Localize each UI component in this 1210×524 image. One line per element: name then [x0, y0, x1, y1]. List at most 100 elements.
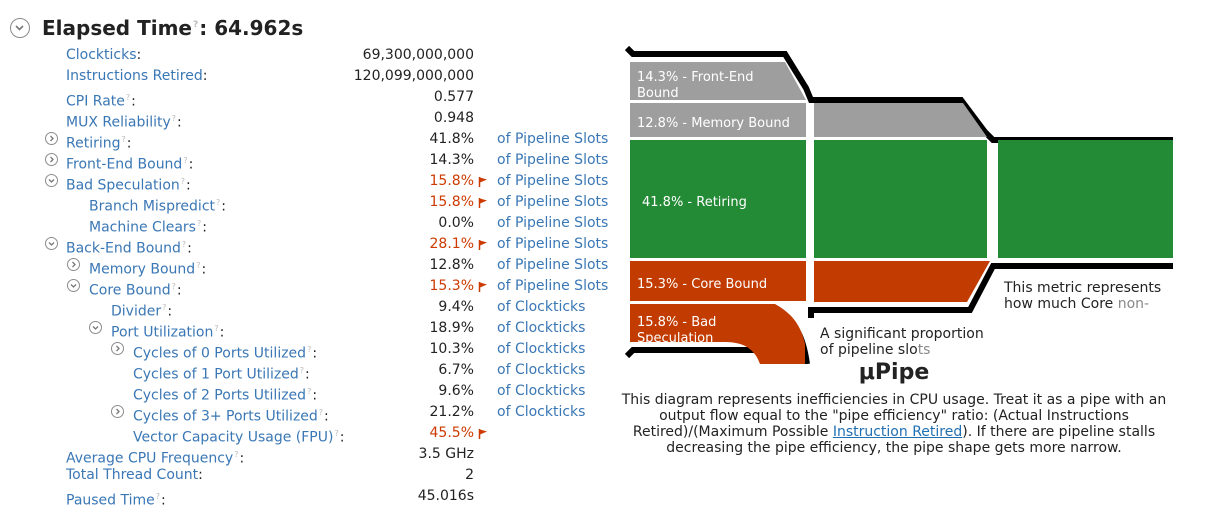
metric-unit: of Clockticks	[497, 383, 586, 399]
metric-label-text[interactable]: Cycles of 2 Ports Utilized	[133, 387, 307, 404]
metric-label-text[interactable]: Average CPU Frequency	[66, 450, 234, 467]
metric-label-text[interactable]: Divider	[111, 303, 162, 320]
metric-label-text[interactable]: Memory Bound	[89, 261, 196, 278]
metric-label[interactable]: Memory Bound?:	[89, 261, 207, 278]
help-icon[interactable]: ?	[334, 429, 339, 438]
metric-value: 15.8%	[429, 173, 474, 189]
help-icon[interactable]: ?	[214, 324, 219, 333]
metric-row: Cycles of 1 Port Utilized?: 6.7% of Clockt…	[0, 360, 620, 383]
metric-label-text[interactable]: Cycles of 1 Port Utilized	[133, 366, 299, 383]
metric-row: Instructions Retired: 120,099,000,000	[0, 66, 620, 87]
expand-icon[interactable]	[111, 405, 124, 418]
retiring-segment-2	[814, 140, 987, 258]
metric-label-text[interactable]: Paused Time	[66, 492, 155, 509]
elapsed-time-header: Elapsed Time?: 64.962s	[10, 14, 303, 42]
metric-value: 15.3%	[429, 278, 474, 294]
metric-label-text[interactable]: Vector Capacity Usage (FPU)	[133, 429, 334, 446]
metric-label[interactable]: Clockticks:	[66, 47, 142, 63]
help-icon[interactable]: ?	[171, 282, 176, 291]
help-icon[interactable]: ?	[180, 177, 186, 186]
expand-icon[interactable]	[67, 258, 80, 271]
help-icon[interactable]: ?	[162, 303, 167, 312]
help-icon[interactable]: ?	[155, 492, 161, 501]
collapse-icon[interactable]	[45, 174, 58, 187]
metric-label-text[interactable]: Cycles of 3+ Ports Utilized	[133, 408, 318, 425]
core-bound-tooltip: This metric represents how much Core non…	[1004, 280, 1162, 312]
help-icon[interactable]: ?	[318, 408, 324, 417]
metric-label[interactable]: MUX Reliability?:	[66, 114, 182, 131]
help-icon[interactable]: ?	[299, 366, 305, 375]
metric-label[interactable]: CPI Rate?:	[66, 93, 136, 110]
metric-value: 2	[465, 467, 474, 483]
metric-label-text[interactable]: Port Utilization	[111, 324, 214, 341]
help-icon[interactable]: ?	[183, 156, 188, 165]
metric-label[interactable]: Cycles of 3+ Ports Utilized?:	[133, 408, 329, 425]
metric-value: 18.9%	[429, 320, 474, 336]
metric-row: Clockticks: 69,300,000,000	[0, 45, 620, 66]
metric-label-text[interactable]: Retiring	[66, 135, 121, 152]
help-icon[interactable]: ?	[196, 219, 202, 228]
memory-bound-label: 12.8% - Memory Bound	[637, 116, 790, 131]
metric-row: Cycles of 3+ Ports Utilized?: 21.2% of Clo…	[0, 402, 620, 425]
metric-label[interactable]: Core Bound?:	[89, 282, 182, 299]
collapse-icon[interactable]	[10, 18, 30, 38]
help-icon[interactable]: ?	[171, 114, 177, 123]
help-icon[interactable]: ?	[125, 93, 131, 102]
help-icon[interactable]: ?	[121, 135, 126, 144]
metric-unit: of Pipeline Slots	[497, 173, 609, 189]
metric-unit: of Pipeline Slots	[497, 215, 609, 231]
metric-row: Total Thread Count: 2	[0, 465, 620, 486]
metric-label-text[interactable]: Core Bound	[89, 282, 171, 299]
metric-label-text[interactable]: Instructions Retired	[66, 68, 203, 84]
metric-label-text[interactable]: Branch Mispredict	[89, 198, 216, 215]
metric-row: Vector Capacity Usage (FPU)?: 45.5%	[0, 423, 620, 446]
metric-label-text[interactable]: Bad Speculation	[66, 177, 180, 194]
collapse-icon[interactable]	[67, 279, 80, 292]
metric-label-text[interactable]: Total Thread Count	[66, 467, 199, 483]
metric-label[interactable]: Cycles of 1 Port Utilized?:	[133, 366, 310, 383]
metric-label[interactable]: Machine Clears?:	[89, 219, 207, 236]
metric-label-text[interactable]: Back-End Bound	[66, 240, 181, 257]
metric-label-text[interactable]: MUX Reliability	[66, 114, 171, 131]
metric-value: 15.8%	[429, 194, 474, 210]
metric-label[interactable]: Branch Mispredict?:	[89, 198, 226, 215]
metric-label[interactable]: Instructions Retired:	[66, 68, 208, 84]
metric-label[interactable]: Bad Speculation?:	[66, 177, 191, 194]
metric-label-text[interactable]: Cycles of 0 Ports Utilized	[133, 345, 307, 362]
help-icon[interactable]: ?	[196, 261, 201, 270]
metric-label[interactable]: Total Thread Count:	[66, 467, 203, 483]
collapse-icon[interactable]	[89, 321, 102, 334]
metric-label[interactable]: Retiring?:	[66, 135, 132, 152]
metric-value: 45.016s	[417, 488, 474, 504]
pipe-outline-top	[625, 45, 1173, 143]
metric-label[interactable]: Paused Time?:	[66, 492, 166, 509]
metric-label[interactable]: Back-End Bound?:	[66, 240, 192, 257]
core-bound-segment	[630, 261, 806, 301]
help-icon[interactable]: ?	[181, 240, 187, 249]
help-icon[interactable]: ?	[234, 450, 239, 459]
metric-label-text[interactable]: CPI Rate	[66, 93, 125, 110]
metric-label-text[interactable]: Machine Clears	[89, 219, 196, 236]
instruction-retired-link[interactable]: Instruction Retired	[832, 424, 963, 440]
help-icon[interactable]: ?	[307, 345, 312, 354]
metric-label-text[interactable]: Clockticks	[66, 47, 137, 63]
help-icon[interactable]: ?	[192, 20, 199, 31]
warning-flag-icon	[478, 197, 488, 209]
metric-label[interactable]: Cycles of 2 Ports Utilized?:	[133, 387, 318, 404]
expand-icon[interactable]	[45, 132, 58, 145]
metric-label[interactable]: Port Utilization?:	[111, 324, 225, 341]
metric-label[interactable]: Cycles of 0 Ports Utilized?:	[133, 345, 318, 362]
metric-label[interactable]: Front-End Bound?:	[66, 156, 194, 173]
warning-flag-icon	[478, 239, 488, 251]
help-icon[interactable]: ?	[216, 198, 221, 207]
expand-icon[interactable]	[45, 153, 58, 166]
expand-icon[interactable]	[111, 342, 124, 355]
metric-label[interactable]: Vector Capacity Usage (FPU)?:	[133, 429, 345, 446]
metric-value: 3.5 GHz	[418, 446, 474, 462]
metric-label[interactable]: Divider?:	[111, 303, 173, 320]
help-icon[interactable]: ?	[307, 387, 312, 396]
bad-speculation-segment	[630, 304, 805, 364]
collapse-icon[interactable]	[45, 237, 58, 250]
metric-label-text[interactable]: Front-End Bound	[66, 156, 183, 173]
metric-label[interactable]: Average CPU Frequency?:	[66, 450, 245, 467]
